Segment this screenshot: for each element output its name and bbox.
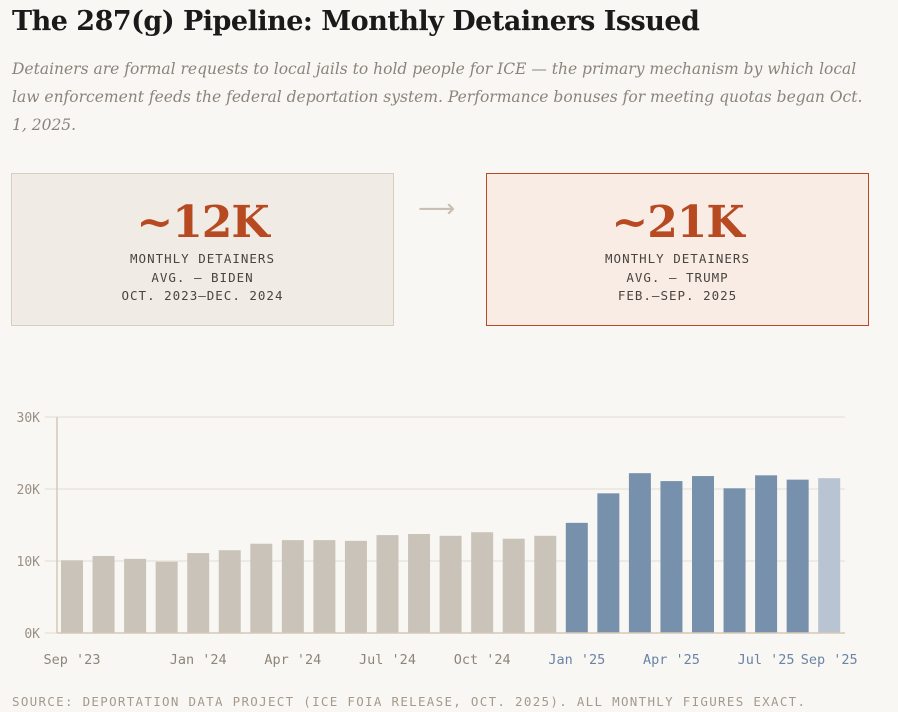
y-tick-label: 0K <box>24 627 40 642</box>
subtitle: Detainers are formal requests to local j… <box>12 60 863 134</box>
bar-mar24 <box>250 543 273 633</box>
bar-sep23 <box>61 560 83 633</box>
source-note: SOURCE: DEPORTATION DATA PROJECT (ICE FO… <box>12 694 807 709</box>
x-tick-label: Apr '25 <box>643 652 700 668</box>
x-tick-label: Sep '25 <box>801 652 858 668</box>
bar-apr24 <box>281 540 304 633</box>
bar-jan25 <box>565 522 588 633</box>
bar-dec23 <box>155 561 178 633</box>
bar-jul25 <box>755 475 778 633</box>
card-label: FEB.–SEP. 2025 <box>617 288 738 303</box>
card-label: MONTHLY DETAINERS <box>605 251 750 266</box>
bar-mar25 <box>628 473 651 633</box>
x-tick-label: Jul '25 <box>738 652 795 668</box>
y-tick-label: 20K <box>17 483 41 498</box>
y-tick-label: 10K <box>17 555 41 570</box>
bar-may25 <box>692 476 714 633</box>
card-label: OCT. 2023–DEC. 2024 <box>121 288 284 303</box>
bar-jun24 <box>344 540 367 633</box>
bar-oct24 <box>471 532 494 633</box>
bar-jul24 <box>376 535 399 633</box>
bar-feb25 <box>597 493 620 633</box>
biden-average-value: ~12K <box>136 197 269 248</box>
x-tick-label: Sep '23 <box>44 652 101 668</box>
bar-sep25 <box>818 478 841 633</box>
bar-aug24 <box>408 534 431 633</box>
x-tick-label: Oct '24 <box>454 652 511 668</box>
biden-average-card: ~12K MONTHLY DETAINERS AVG. — BIDEN OCT.… <box>11 173 394 326</box>
bar-nov23 <box>124 558 147 633</box>
bar-apr25 <box>660 481 683 633</box>
bar-dec24 <box>534 535 557 633</box>
bar-aug25 <box>786 479 809 633</box>
x-tick-label: Jan '24 <box>170 652 227 668</box>
arrow-right-icon: ⟶ <box>418 194 456 224</box>
card-label: AVG. — BIDEN <box>151 269 254 285</box>
bar-jan24 <box>187 553 210 633</box>
bar-nov24 <box>502 538 525 633</box>
x-tick-label: Jan '25 <box>548 652 605 668</box>
x-tick-label: Apr '24 <box>264 652 321 668</box>
trump-average-value: ~21K <box>611 197 744 248</box>
bar-chart: 0K 10K 20K 30K Sep '23 Jan '24 Apr '24 Jul '24 O… <box>17 411 858 668</box>
bar-sep24 <box>439 535 462 633</box>
x-tick-label: Jul '24 <box>359 652 416 668</box>
bar-may24 <box>313 540 336 633</box>
y-tick-label: 30K <box>17 411 41 426</box>
card-label: MONTHLY DETAINERS <box>130 251 275 266</box>
page-title: The 287(g) Pipeline: Monthly Detainers I… <box>12 6 700 37</box>
card-label: AVG. — TRUMP <box>626 269 729 285</box>
bar-feb24 <box>218 550 241 633</box>
trump-average-card: ~21K MONTHLY DETAINERS AVG. — TRUMP FEB.… <box>486 173 869 326</box>
bar-jun25 <box>723 488 746 633</box>
bar-oct23 <box>92 555 115 633</box>
